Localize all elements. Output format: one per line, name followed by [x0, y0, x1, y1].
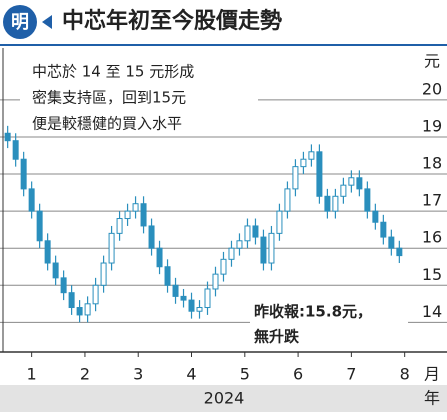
x-tick-label: 3	[133, 365, 143, 384]
candle-body	[12, 140, 19, 160]
candle-body	[292, 166, 299, 190]
candle-body	[212, 273, 219, 290]
candle-body	[372, 210, 379, 223]
candle-body	[132, 203, 139, 212]
candle-body	[364, 188, 371, 212]
x-tick-label: 6	[293, 365, 303, 384]
candle-body	[140, 203, 147, 227]
y-unit: 元	[424, 52, 440, 71]
annotation: 密集支持區，回到15元	[32, 89, 186, 107]
candle-body	[172, 284, 179, 297]
candle-body	[324, 195, 331, 212]
title-arrow	[42, 15, 52, 29]
y-tick-label: 18	[422, 154, 442, 173]
candle-body	[268, 232, 275, 264]
logo	[3, 5, 37, 39]
y-tick-label: 19	[422, 116, 442, 135]
candle-body	[196, 307, 203, 312]
candle-body	[276, 210, 283, 234]
candle-body	[204, 288, 211, 309]
candle-body	[236, 240, 243, 249]
close-note: 無升跌	[254, 328, 300, 346]
candle-body	[44, 240, 51, 264]
candle-body	[308, 151, 315, 160]
x-tick-label: 7	[346, 365, 356, 384]
x-tick-label: 4	[186, 365, 196, 384]
y-tick-label: 17	[422, 191, 442, 210]
candle-body	[396, 247, 403, 257]
x-tick-label: 8	[400, 365, 410, 384]
candle-body	[84, 303, 91, 316]
note-bg	[20, 56, 258, 136]
annotation: 便是較穩健的買入水平	[32, 115, 182, 133]
candle-body	[156, 247, 163, 268]
candle-body	[340, 184, 347, 197]
candle-body	[36, 210, 43, 242]
candle-body	[76, 307, 83, 316]
year-band	[0, 385, 447, 412]
candle-body	[220, 258, 227, 275]
close-note: 昨收報:15.8元，	[254, 303, 372, 321]
y-tick-label: 15	[422, 265, 442, 284]
chart-title: 中芯年初至今股價走勢	[62, 8, 282, 34]
x-tick-label: 1	[27, 365, 37, 384]
candle-body	[68, 292, 75, 309]
candle-body	[52, 262, 59, 279]
candle-body	[348, 177, 355, 186]
candle-body	[180, 295, 187, 301]
y-tick-label: 16	[422, 228, 442, 247]
candle-body	[188, 299, 195, 312]
candle-body	[380, 221, 387, 238]
candle-body	[228, 247, 235, 260]
candle-body	[388, 236, 395, 249]
candle-body	[332, 195, 339, 212]
candle-body	[108, 232, 115, 264]
candle-body	[100, 262, 107, 286]
candle-body	[4, 132, 11, 142]
candle-body	[92, 284, 99, 305]
year-unit: 年	[424, 389, 440, 408]
candle-body	[164, 266, 171, 286]
candle-body	[124, 210, 131, 220]
candle-body	[20, 158, 27, 190]
x-tick-label: 5	[240, 365, 250, 384]
y-tick-label: 20	[422, 79, 442, 98]
plot: 14 15 16 17 18 19 20 1 2 3 4 5 6 7 8	[0, 48, 447, 384]
candle-body	[316, 151, 323, 197]
candle-body	[60, 277, 67, 294]
y-tick-label: 14	[422, 302, 442, 321]
x-unit: 月	[424, 365, 440, 384]
annotation: 中芯於 14 至 15 元形成	[32, 63, 194, 81]
candle-body	[28, 188, 35, 212]
candle-body	[252, 225, 259, 238]
candle-body	[116, 218, 123, 234]
close-note-bg	[250, 298, 408, 350]
candle-body	[356, 177, 363, 190]
x-tick-label: 2	[80, 365, 90, 384]
candle-body	[300, 158, 307, 168]
candle-body	[244, 225, 251, 242]
logo-text: 明	[11, 12, 29, 33]
year-label: 2024	[204, 389, 245, 408]
candle-body	[148, 225, 155, 249]
candle-body	[260, 236, 267, 264]
candle-body	[284, 188, 291, 212]
